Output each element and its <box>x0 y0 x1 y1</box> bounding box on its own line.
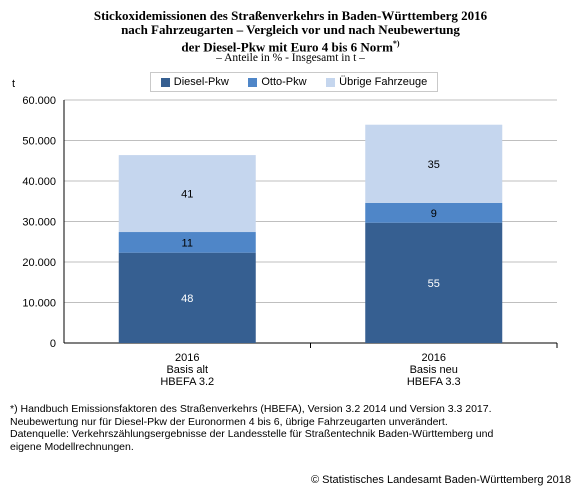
data-label: 55 <box>428 278 440 290</box>
source-line: eigene Modellrechnungen. <box>10 440 134 453</box>
footnote-line: *) Handbuch Emissionsfaktoren des Straße… <box>10 403 492 415</box>
legend-swatch <box>326 77 336 87</box>
x-tick-label: Basis alt <box>166 364 208 376</box>
stacked-bar-chart: 0 10.000 20.000 30.000 40.000 50.000 60.000 48 1… <box>22 95 558 388</box>
y-tick-label: 0 <box>50 338 56 350</box>
source-line: Datenquelle: Verkehrszählungsergebnisse … <box>10 428 494 440</box>
data-label: 9 <box>431 208 437 220</box>
chart-legend: Diesel-Pkw Otto-Pkw Übrige Fahrzeuge <box>150 72 438 92</box>
title-line-1: Stickoxidemissionen des Straßenverkehrs … <box>93 8 488 23</box>
chart-subtitle: – Anteile in % - Insgesamt in t – <box>216 52 365 64</box>
legend-item: Übrige Fahrzeuge <box>326 76 427 88</box>
legend-label: Otto-Pkw <box>261 76 307 88</box>
x-tick-label: 2016 <box>175 352 199 364</box>
footnote: *) Handbuch Emissionsfaktoren des Straße… <box>10 403 580 453</box>
y-tick-label: 10.000 <box>22 298 56 310</box>
data-label: 48 <box>181 293 193 305</box>
bar-segment <box>365 124 503 203</box>
legend-swatch <box>248 77 258 87</box>
legend-swatch <box>160 77 170 87</box>
legend-label: Diesel-Pkw <box>173 76 229 88</box>
bar-segment <box>365 202 503 223</box>
bar-segment <box>118 232 256 253</box>
y-tick-label: 40.000 <box>22 176 56 188</box>
x-tick-label: HBEFA 3.2 <box>160 376 214 388</box>
title-line-3-text: der Diesel-Pkw mit Euro 4 bis 6 Norm <box>181 39 393 55</box>
y-tick-label: 60.000 <box>22 95 56 107</box>
bar-segment <box>365 222 503 343</box>
x-tick-label: 2016 <box>422 352 446 364</box>
title-line-2: nach Fahrzeugarten – Vergleich vor und n… <box>121 22 460 37</box>
x-tick-label: Basis neu <box>410 364 458 376</box>
title-line-3: der Diesel-Pkw mit Euro 4 bis 6 Norm*) <box>0 37 581 54</box>
data-label: 11 <box>182 237 193 249</box>
bar-segment <box>118 155 256 233</box>
legend-item: Otto-Pkw <box>248 76 307 88</box>
y-tick-label: 30.000 <box>22 217 56 229</box>
y-tick-label: 20.000 <box>22 257 56 269</box>
footnote-line: Neubewertung nur für Diesel-Pkw der Euro… <box>10 415 448 428</box>
legend-label: Übrige Fahrzeuge <box>339 76 428 88</box>
y-axis-unit: t <box>12 78 16 90</box>
data-label: 41 <box>181 189 193 201</box>
legend-item: Diesel-Pkw <box>160 76 229 88</box>
bar-segment <box>118 252 256 343</box>
chart-title: Stickoxidemissionen des Straßenverkehrs … <box>0 9 581 54</box>
x-tick-label: HBEFA 3.3 <box>407 376 461 388</box>
y-tick-label: 50.000 <box>22 136 56 148</box>
title-footnote-mark: *) <box>392 39 400 48</box>
data-label: 35 <box>428 159 440 171</box>
copyright: © Statistisches Landesamt Baden-Württemb… <box>310 474 571 486</box>
